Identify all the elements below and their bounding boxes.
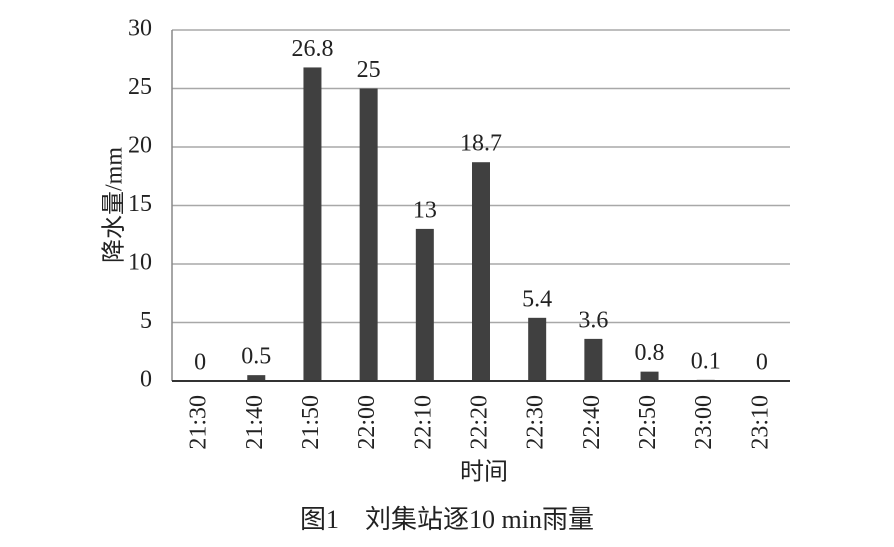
data-label: 13 bbox=[413, 197, 437, 223]
y-tick-label: 20 bbox=[128, 133, 152, 159]
x-tick-label: 21:40 bbox=[242, 395, 268, 450]
x-tick-label: 22:10 bbox=[410, 395, 436, 450]
data-label: 0 bbox=[194, 350, 206, 376]
data-label: 0 bbox=[756, 350, 768, 376]
x-tick-label: 22:00 bbox=[354, 395, 380, 450]
bar bbox=[528, 317, 547, 381]
y-tick-label: 15 bbox=[128, 191, 152, 217]
y-axis-label: 降水量/mm bbox=[101, 147, 128, 263]
chart-title: 图1 刘集站逐10 min雨量 bbox=[300, 505, 594, 534]
data-label: 0.1 bbox=[691, 348, 721, 374]
x-tick-label: 21:30 bbox=[186, 395, 212, 450]
bar bbox=[303, 67, 322, 381]
x-tick-label: 22:20 bbox=[467, 395, 493, 450]
data-label: 0.8 bbox=[635, 340, 665, 366]
bar bbox=[640, 371, 659, 381]
y-tick-label: 5 bbox=[140, 308, 152, 334]
data-label: 26.8 bbox=[291, 36, 333, 62]
x-tick-label: 21:50 bbox=[298, 395, 324, 450]
data-label: 0.5 bbox=[241, 344, 271, 370]
x-tick-label: 22:30 bbox=[523, 395, 549, 450]
x-tick-label: 22:50 bbox=[635, 395, 661, 450]
y-tick-label: 10 bbox=[128, 250, 152, 276]
bar bbox=[472, 162, 490, 381]
y-tick-label: 30 bbox=[128, 16, 152, 42]
y-tick-label: 0 bbox=[140, 367, 152, 393]
bar bbox=[584, 338, 603, 381]
data-label: 3.6 bbox=[578, 307, 608, 333]
x-tick-label: 23:10 bbox=[747, 395, 773, 450]
bar bbox=[415, 228, 434, 381]
x-tick-label: 23:00 bbox=[691, 395, 717, 450]
bar bbox=[359, 88, 378, 381]
x-axis-label: 时间 bbox=[460, 459, 508, 486]
data-label: 25 bbox=[357, 57, 381, 83]
data-label: 18.7 bbox=[460, 131, 502, 157]
data-label: 5.4 bbox=[522, 286, 552, 312]
bar bbox=[247, 375, 266, 381]
x-tick-label: 22:40 bbox=[579, 395, 605, 450]
y-tick-label: 25 bbox=[128, 74, 152, 100]
